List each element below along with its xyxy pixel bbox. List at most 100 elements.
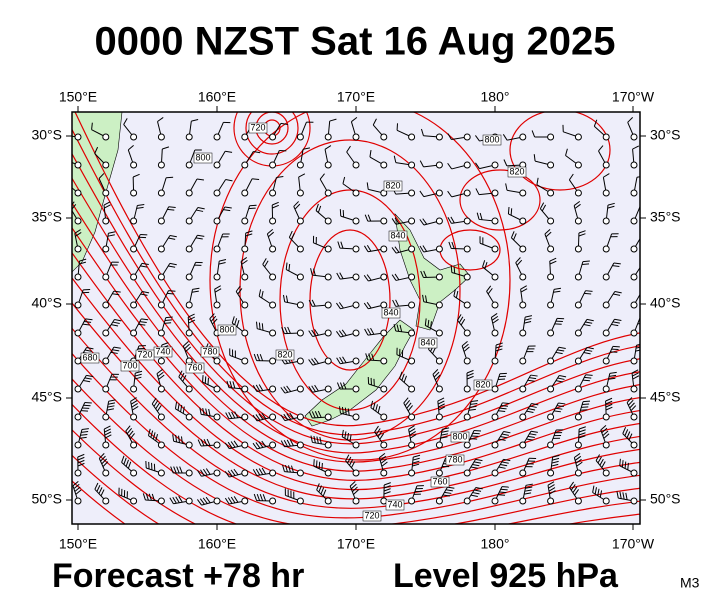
barb-feather xyxy=(613,262,621,265)
barb-feather xyxy=(636,176,640,178)
barb-feather xyxy=(86,374,94,378)
barb-station xyxy=(296,413,304,421)
barb-feather xyxy=(444,491,452,494)
barb-station xyxy=(435,189,443,197)
barb-station xyxy=(241,441,249,449)
barb-station xyxy=(324,497,332,505)
barb-station xyxy=(519,357,527,365)
contour-label-box xyxy=(275,349,295,361)
barb-station xyxy=(269,301,277,309)
barb-feather xyxy=(575,458,582,464)
barb-feather xyxy=(529,405,537,408)
barb-feather xyxy=(219,259,227,262)
barb-station xyxy=(269,385,277,393)
barb-station xyxy=(519,329,527,337)
barb-feather xyxy=(379,455,387,461)
barb-station xyxy=(241,133,249,141)
barb-feather xyxy=(91,122,93,130)
barb-station xyxy=(296,273,304,281)
barb-feather xyxy=(241,259,248,265)
barb-feather xyxy=(203,439,208,446)
barb-feather xyxy=(288,263,291,272)
contour-label: 740 xyxy=(155,346,170,356)
barb-feather xyxy=(151,397,157,405)
barb-feather xyxy=(372,402,376,410)
barb-feather xyxy=(342,176,346,184)
barb-feather xyxy=(178,435,180,443)
barb-station xyxy=(241,329,249,337)
barb-feather xyxy=(498,410,506,413)
barb-feather xyxy=(578,429,586,433)
barb-station xyxy=(296,217,304,225)
barb-station xyxy=(130,329,138,337)
barb-feather xyxy=(180,404,183,412)
barb-feather xyxy=(438,406,446,411)
barb-station xyxy=(296,329,304,337)
barb-feather xyxy=(291,465,294,473)
barb-feather xyxy=(552,454,560,458)
barb-feather xyxy=(233,440,239,447)
barb-feather xyxy=(370,400,374,408)
barb-feather xyxy=(627,117,634,123)
barb-feather xyxy=(613,293,621,296)
barb-station xyxy=(185,133,193,141)
barb-station xyxy=(602,441,610,449)
barb-feather xyxy=(255,442,261,449)
barb-feather xyxy=(285,262,288,270)
barb-feather xyxy=(311,358,317,365)
barb-station xyxy=(435,385,443,393)
barb-feather xyxy=(365,353,369,361)
barb-feather xyxy=(131,403,138,408)
lon-label-bottom: 170°E xyxy=(337,536,375,552)
barb-feather xyxy=(66,176,68,183)
barb-feather xyxy=(267,228,274,235)
barb-station xyxy=(241,301,249,309)
barb-feather xyxy=(308,359,314,366)
barb-feather xyxy=(172,434,175,442)
barb-station xyxy=(519,469,527,477)
barb-feather xyxy=(177,403,180,411)
barb-feather xyxy=(605,406,613,411)
barb-feather xyxy=(549,260,557,265)
north-island xyxy=(394,213,471,331)
barb-station xyxy=(630,133,638,141)
barb-feather xyxy=(349,459,354,466)
barb-feather xyxy=(366,245,372,252)
barb-station xyxy=(74,441,82,449)
barb-feather xyxy=(168,265,176,268)
barb-feather xyxy=(111,324,119,327)
barb-feather xyxy=(180,372,185,380)
barb-station xyxy=(157,273,165,281)
barb-feather xyxy=(580,409,588,411)
barb-station xyxy=(574,301,582,309)
barb-feather xyxy=(308,411,313,419)
barb-station xyxy=(408,441,416,449)
barb-feather xyxy=(363,275,369,282)
barb-station xyxy=(102,385,110,393)
contour-label-box xyxy=(388,230,408,242)
barb-feather xyxy=(515,257,521,263)
barb-station xyxy=(463,469,471,477)
barb-feather xyxy=(404,399,411,406)
barb-feather xyxy=(142,493,146,501)
barb-station xyxy=(574,245,582,253)
barb-feather xyxy=(640,294,647,295)
barb-station xyxy=(324,161,332,169)
contour-label: 840 xyxy=(390,230,405,240)
barb-feather xyxy=(582,260,590,263)
barb-station xyxy=(324,385,332,393)
contour-label-box xyxy=(120,360,140,372)
barb-feather xyxy=(311,299,316,307)
barb-station xyxy=(602,245,610,253)
barb-station xyxy=(602,357,610,365)
barb-feather xyxy=(351,461,356,468)
barb-feather xyxy=(234,318,238,326)
barb-feather xyxy=(595,454,601,461)
barb-feather xyxy=(316,436,319,444)
barb-station xyxy=(213,217,221,225)
barb-feather xyxy=(102,461,109,467)
lat-label-right: 50°S xyxy=(650,491,681,507)
barb-station xyxy=(408,161,416,169)
barb-station xyxy=(324,357,332,365)
